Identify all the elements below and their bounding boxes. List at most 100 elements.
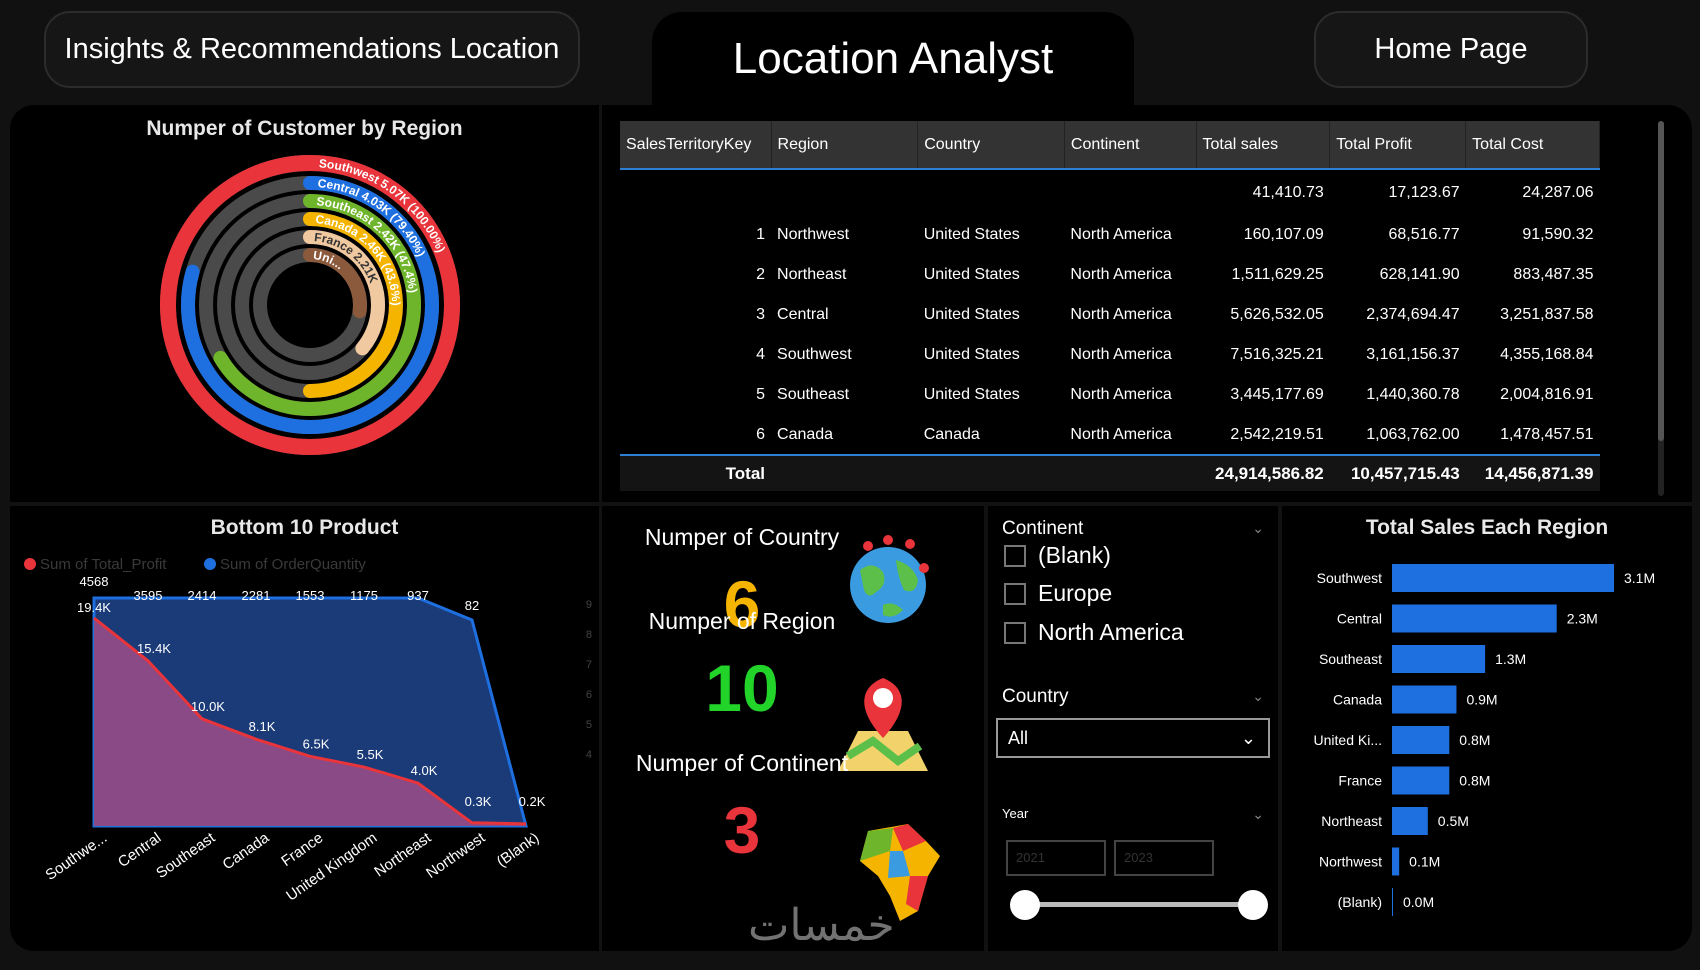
legend-marker bbox=[204, 558, 216, 570]
continent-option-blank[interactable]: (Blank) bbox=[1004, 542, 1111, 569]
kpi-continent-value: 3 bbox=[723, 793, 761, 867]
checkbox[interactable] bbox=[1004, 621, 1026, 644]
quantity-data-label: 937 bbox=[407, 588, 429, 603]
table-cell: Northeast bbox=[777, 266, 847, 283]
column-header[interactable]: Total Profit bbox=[1329, 121, 1467, 170]
year-from-input[interactable]: 2021 bbox=[1006, 840, 1106, 876]
category-label: Canada bbox=[219, 829, 272, 873]
table-row[interactable]: 4 Southwest United States North America 7,51… bbox=[620, 335, 1600, 375]
table-cell: 91,590.32 bbox=[1522, 226, 1594, 243]
table-cell: United States bbox=[923, 386, 1020, 403]
kpi-country-value: 6 bbox=[723, 567, 761, 641]
bar[interactable] bbox=[1392, 685, 1457, 714]
checkbox[interactable] bbox=[1004, 544, 1026, 567]
donut-title: Numper of Customer by Region bbox=[146, 117, 463, 140]
table-row[interactable]: 2 Northeast United States North America 1,51… bbox=[620, 255, 1600, 295]
insights-recommendations-button[interactable]: Insights & Recommendations Location bbox=[44, 11, 580, 88]
table-cell bbox=[620, 169, 771, 215]
year-slider-end-handle[interactable] bbox=[1238, 890, 1268, 920]
watermark-logo: خمسات bbox=[748, 901, 895, 950]
table-cell bbox=[1064, 169, 1196, 215]
quantity-data-label: 1175 bbox=[350, 588, 378, 603]
profit-data-label: 4.0K bbox=[411, 763, 438, 778]
table-cell: Canada bbox=[923, 425, 980, 443]
table-cell: 1,440,360.78 bbox=[1366, 386, 1460, 403]
legend-label: Sum of Total_Profit bbox=[40, 556, 167, 573]
kpi-continent-label: Numper of Continent bbox=[635, 750, 849, 776]
country-dropdown[interactable]: All ⌄ bbox=[996, 718, 1270, 758]
table-cell: Southeast bbox=[777, 386, 850, 403]
bar-category-label: Southeast bbox=[1319, 651, 1382, 667]
table-row[interactable]: 5 Southeast United States North America 3,44… bbox=[620, 375, 1600, 415]
category-label: Southwe... bbox=[42, 829, 110, 884]
bar-value-label: 3.1M bbox=[1624, 570, 1655, 586]
bar[interactable] bbox=[1392, 726, 1450, 754]
column-header[interactable]: SalesTerritoryKey bbox=[620, 121, 772, 170]
country-collapse-chevron-icon[interactable]: ⌄ bbox=[1252, 688, 1264, 704]
year-chevron-icon[interactable]: ⌄ bbox=[1252, 806, 1264, 822]
table-row[interactable]: 41,410.73 17,123.67 24,287.06 bbox=[620, 169, 1600, 215]
table-cell: United States bbox=[923, 346, 1020, 363]
filter-panel: Continent ⌄ (Blank) Europe North America… bbox=[988, 506, 1278, 951]
bar[interactable] bbox=[1392, 766, 1450, 795]
continent-option-europe[interactable]: Europe bbox=[1004, 580, 1112, 607]
total-cell: 10,457,715.43 bbox=[1329, 454, 1466, 491]
profit-line bbox=[93, 616, 527, 826]
column-header[interactable]: Continent bbox=[1064, 121, 1197, 170]
bar[interactable] bbox=[1392, 645, 1486, 673]
table-cell: Central bbox=[777, 306, 829, 323]
profit-data-label: 8.1K bbox=[249, 719, 276, 734]
column-header[interactable]: Country bbox=[917, 121, 1065, 170]
bar-value-label: 0.8M bbox=[1459, 732, 1490, 748]
bar-category-label: United Ki... bbox=[1314, 732, 1382, 748]
bar-value-label: 0.0M bbox=[1403, 894, 1434, 910]
bar[interactable] bbox=[1392, 807, 1428, 835]
continent-option-north-america[interactable]: North America bbox=[1004, 619, 1184, 646]
axis-tick-label: 9 bbox=[586, 599, 592, 611]
ring-arc bbox=[213, 194, 421, 416]
quantity-data-label: 82 bbox=[465, 598, 479, 613]
column-header[interactable]: Total sales bbox=[1196, 121, 1331, 170]
bar-value-label: 2.3M bbox=[1567, 611, 1598, 627]
table-row[interactable]: 1 Northwest United States North America 160,… bbox=[620, 215, 1600, 255]
year-to-input[interactable]: 2023 bbox=[1114, 840, 1214, 876]
map-pin-icon bbox=[838, 678, 928, 771]
table-cell: North America bbox=[1070, 226, 1172, 243]
continent-slicer-label: Continent bbox=[1002, 518, 1084, 539]
column-header[interactable]: Total Cost bbox=[1465, 121, 1600, 170]
table-cell bbox=[771, 169, 918, 215]
territory-table-panel: SalesTerritoryKey Region Country Continent T… bbox=[602, 105, 1692, 502]
bar[interactable] bbox=[1392, 847, 1400, 876]
profit-data-label: 6.5K bbox=[303, 736, 330, 751]
bar-value-label: 0.5M bbox=[1438, 813, 1469, 829]
table-row[interactable]: 3 Central United States North America 5,626,… bbox=[620, 295, 1600, 335]
total-cell bbox=[771, 454, 918, 491]
column-header[interactable]: Region bbox=[771, 121, 919, 170]
bar[interactable] bbox=[1392, 564, 1614, 592]
table-scrollbar-thumb[interactable] bbox=[1658, 121, 1664, 441]
bar[interactable] bbox=[1392, 888, 1393, 916]
home-page-button[interactable]: Home Page bbox=[1314, 11, 1588, 88]
country-dropdown-value: All bbox=[1008, 727, 1029, 748]
bar[interactable] bbox=[1392, 604, 1557, 633]
checkbox[interactable] bbox=[1004, 582, 1026, 605]
territory-table: SalesTerritoryKey Region Country Continent T… bbox=[620, 121, 1600, 491]
category-label: France bbox=[278, 829, 326, 870]
option-label: (Blank) bbox=[1038, 542, 1111, 568]
ring-arc bbox=[303, 212, 403, 398]
table-cell: 5,626,532.05 bbox=[1230, 306, 1324, 323]
table-row[interactable]: 6 Canada Canada North America 2,542,219.51 1,… bbox=[620, 415, 1600, 455]
axis-tick-label: 7 bbox=[586, 659, 592, 671]
table-cell: 7,516,325.21 bbox=[1230, 346, 1324, 363]
table-cell: North America bbox=[1070, 425, 1172, 443]
country-slicer-label: Country bbox=[1002, 686, 1069, 707]
table-cell: 628,141.90 bbox=[1379, 266, 1460, 283]
legend-label: Sum of OrderQuantity bbox=[220, 556, 366, 573]
profit-data-label: 15.4K bbox=[137, 641, 171, 656]
year-slider-track[interactable] bbox=[1024, 902, 1252, 907]
bar-value-label: 0.8M bbox=[1459, 773, 1490, 789]
table-cell: 2 bbox=[756, 266, 766, 283]
kpi-region-value: 10 bbox=[705, 651, 779, 725]
continent-chevron-icon[interactable]: ⌄ bbox=[1252, 520, 1264, 536]
year-slider-start-handle[interactable] bbox=[1010, 890, 1040, 920]
